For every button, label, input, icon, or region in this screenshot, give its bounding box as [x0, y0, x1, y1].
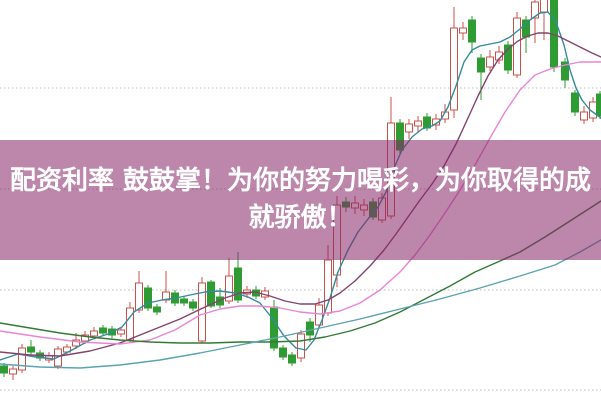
candle-body: [288, 354, 296, 364]
candle-body: [126, 307, 134, 341]
headline-line-2: 就骄傲！: [248, 203, 353, 233]
candle-down: [550, 0, 558, 72]
candle-body: [198, 282, 206, 342]
candle-up: [297, 330, 305, 362]
candle-down: [207, 280, 215, 308]
candle-down: [468, 16, 476, 53]
candle-up: [589, 97, 597, 122]
candle-body: [144, 287, 152, 309]
candle-up: [459, 22, 467, 40]
candle-body: [90, 330, 98, 337]
candle-up: [414, 116, 422, 133]
candle-body: [27, 346, 35, 353]
candle-body: [450, 27, 458, 111]
candle-body: [571, 92, 579, 113]
candle-body: [315, 304, 323, 326]
candle-up: [18, 344, 26, 373]
candle-body: [522, 19, 530, 38]
candle-body: [531, 1, 539, 19]
candle-down: [189, 299, 197, 311]
candle-body: [18, 347, 26, 371]
candle-body: [486, 56, 494, 68]
candle-body: [234, 267, 242, 301]
candle-down: [180, 296, 188, 306]
candle-up: [486, 50, 494, 71]
candle-down: [571, 90, 579, 116]
candle-body: [477, 57, 485, 73]
candle-down: [288, 352, 296, 366]
headline-banner: 配资利率 鼓鼓掌！为你的努力喝彩，为你取得的成 就骄傲！: [0, 140, 601, 260]
candle-body: [513, 17, 521, 76]
candle-up: [162, 271, 170, 303]
candle-body: [180, 298, 188, 304]
candle-up: [9, 366, 17, 380]
candle-body: [561, 61, 569, 81]
candle-up: [135, 271, 143, 313]
candle-up: [126, 302, 134, 343]
candle-body: [414, 120, 422, 127]
candle-down: [0, 363, 8, 377]
candle-body: [72, 339, 80, 347]
candle-body: [580, 111, 588, 121]
candle-body: [504, 44, 512, 71]
candle-body: [99, 327, 107, 334]
candle-body: [459, 27, 467, 34]
candle-body: [306, 321, 314, 336]
candle-down: [561, 58, 569, 88]
candle-body: [540, 0, 548, 13]
candle-up: [450, 7, 458, 118]
candle-body: [207, 281, 215, 307]
candle-body: [405, 123, 413, 133]
candle-down: [504, 41, 512, 74]
ma-line-pink: [0, 61, 601, 345]
candle-down: [596, 91, 601, 119]
candle-up: [531, 0, 539, 43]
candle-up: [117, 327, 125, 337]
candle-body: [189, 301, 197, 309]
candle-body: [117, 329, 125, 335]
candle-body: [550, 0, 558, 68]
candle-down: [477, 54, 485, 100]
candle-body: [297, 333, 305, 359]
candle-body: [0, 365, 8, 374]
candle-body: [596, 93, 601, 117]
candle-down: [27, 340, 35, 356]
candle-up: [513, 12, 521, 78]
candle-body: [279, 347, 287, 358]
candle-down: [144, 285, 152, 311]
candle-body: [9, 368, 17, 375]
candle-down: [99, 325, 107, 336]
candle-body: [225, 275, 233, 302]
candle-up: [198, 277, 206, 343]
candle-body: [81, 334, 89, 342]
headline-line-1: 配资利率 鼓鼓掌！为你的努力喝彩，为你取得的成: [9, 166, 592, 196]
candle-down: [153, 304, 161, 315]
candle-down: [279, 345, 287, 360]
candle-up: [580, 106, 588, 124]
ma-line-cyan-slowest: [0, 239, 601, 369]
candle-body: [468, 19, 476, 43]
candle-body: [135, 282, 143, 311]
candle-up: [405, 119, 413, 139]
candle-up: [540, 0, 548, 40]
candle-body: [153, 306, 161, 313]
